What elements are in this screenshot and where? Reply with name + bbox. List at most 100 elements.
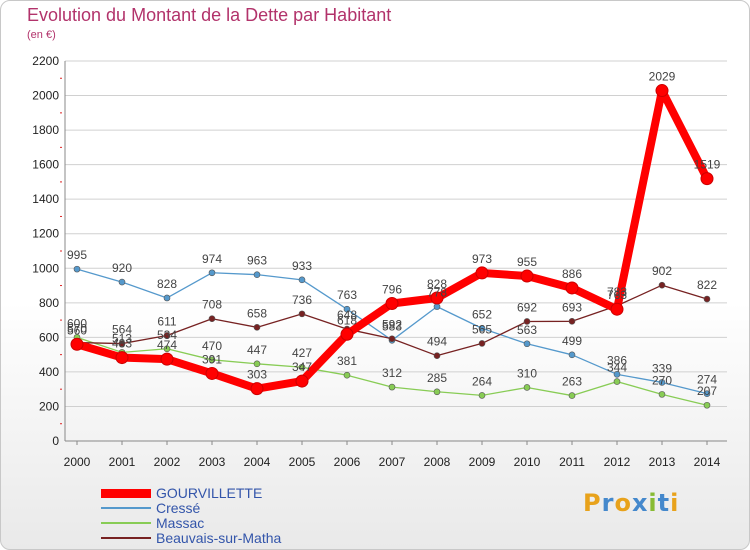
data-label: 263 xyxy=(562,375,582,389)
data-point xyxy=(523,318,531,325)
logo-letter: o xyxy=(614,489,632,517)
logo-letter: i xyxy=(670,489,680,517)
y-tick-label: 400 xyxy=(39,365,59,379)
x-tick-label: 2002 xyxy=(154,455,181,469)
legend-label: Cressé xyxy=(156,500,201,516)
data-label: 381 xyxy=(337,354,357,368)
x-tick-label: 2013 xyxy=(649,455,676,469)
data-label: 474 xyxy=(157,338,177,352)
data-label: 347 xyxy=(292,360,312,374)
data-label: 692 xyxy=(517,300,537,314)
data-label: 955 xyxy=(517,255,537,269)
data-label: 796 xyxy=(382,283,402,297)
data-label: 693 xyxy=(562,300,582,314)
data-point xyxy=(340,327,354,341)
data-point xyxy=(478,392,486,399)
data-label: 494 xyxy=(427,335,447,349)
logo-letter: i xyxy=(648,489,658,517)
logo-letter: x xyxy=(631,489,649,517)
x-tick-label: 2011 xyxy=(559,455,585,469)
data-label: 570 xyxy=(67,322,87,336)
y-tick-label: 1600 xyxy=(32,158,59,172)
data-point xyxy=(568,317,576,325)
data-label: 560 xyxy=(67,323,87,337)
data-point xyxy=(613,371,621,378)
data-label: 285 xyxy=(427,371,447,385)
x-tick-label: 2014 xyxy=(694,455,721,469)
data-label: 618 xyxy=(337,313,357,327)
data-label: 344 xyxy=(607,361,627,375)
logo-letter: P xyxy=(583,489,602,517)
data-label: 828 xyxy=(427,277,447,291)
y-tick-label: 1800 xyxy=(32,123,59,137)
data-point xyxy=(433,352,441,359)
data-point xyxy=(703,390,711,397)
data-point xyxy=(253,324,261,331)
data-label: 274 xyxy=(697,373,717,387)
x-tick-label: 2012 xyxy=(604,455,631,469)
data-label: 995 xyxy=(67,248,87,262)
legend-label: Massac xyxy=(156,515,205,531)
data-point xyxy=(703,401,711,409)
y-tick-label: 200 xyxy=(39,399,59,413)
data-label: 973 xyxy=(472,252,492,266)
logo-letter: t xyxy=(657,489,671,517)
data-point xyxy=(343,371,351,379)
data-label: 483 xyxy=(112,337,132,351)
data-point xyxy=(253,360,261,368)
data-label: 822 xyxy=(697,278,717,292)
x-tick-label: 2010 xyxy=(514,455,541,469)
data-point xyxy=(343,305,351,313)
data-label: 565 xyxy=(472,322,492,336)
data-point xyxy=(658,281,666,289)
y-tick-label: 800 xyxy=(39,296,59,310)
data-label: 600 xyxy=(67,316,87,330)
data-point xyxy=(70,337,84,351)
data-label: 310 xyxy=(517,366,537,380)
data-label: 583 xyxy=(382,319,402,333)
x-tick-label: 2007 xyxy=(379,455,406,469)
data-point xyxy=(115,351,129,365)
data-point xyxy=(205,366,219,380)
data-point xyxy=(118,278,126,286)
data-label: 499 xyxy=(562,334,582,348)
data-label: 303 xyxy=(247,368,267,382)
data-point xyxy=(430,291,444,305)
chart-unit: (en €) xyxy=(27,29,56,41)
data-label: 270 xyxy=(652,373,672,387)
data-label: 2029 xyxy=(649,70,676,84)
data-point xyxy=(658,391,666,398)
data-label: 708 xyxy=(202,298,222,312)
data-label: 592 xyxy=(382,318,402,332)
data-label: 513 xyxy=(112,331,132,345)
data-point xyxy=(658,379,666,386)
data-label: 963 xyxy=(247,254,267,268)
data-point xyxy=(655,84,669,98)
data-point xyxy=(388,335,396,343)
data-point xyxy=(433,388,441,396)
data-label: 611 xyxy=(157,314,176,328)
data-point xyxy=(385,297,399,311)
data-label: 828 xyxy=(157,277,177,291)
data-label: 920 xyxy=(112,261,132,275)
x-tick-label: 2003 xyxy=(199,455,226,469)
data-label: 763 xyxy=(337,288,357,302)
data-label: 658 xyxy=(247,306,267,320)
y-tick-label: 1200 xyxy=(32,227,59,241)
data-point xyxy=(433,303,441,310)
data-point xyxy=(163,345,171,353)
data-point xyxy=(160,352,174,366)
data-point xyxy=(250,382,264,396)
data-label: 778 xyxy=(427,286,447,300)
data-point xyxy=(298,276,306,284)
data-point xyxy=(700,172,714,186)
data-label: 563 xyxy=(517,323,537,337)
data-label: 339 xyxy=(652,361,672,375)
data-point xyxy=(118,340,126,347)
data-label: 534 xyxy=(157,328,177,342)
data-point xyxy=(73,265,81,273)
data-label: 648 xyxy=(337,308,357,322)
data-label: 386 xyxy=(607,353,627,367)
data-label: 902 xyxy=(652,264,672,278)
